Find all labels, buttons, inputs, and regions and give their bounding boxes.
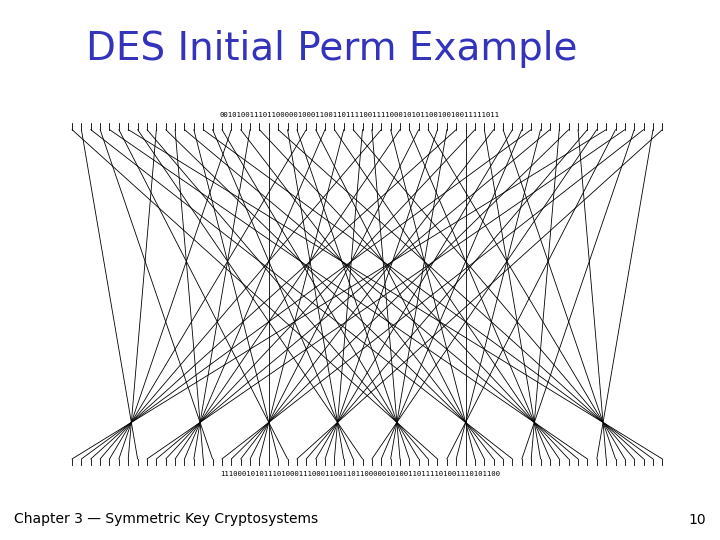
Text: 10: 10: [688, 512, 706, 526]
Text: 1110001010111010001110001100110110000010100110111101001110101100: 1110001010111010001110001100110110000010…: [220, 471, 500, 477]
Text: DES Initial Perm Example: DES Initial Perm Example: [86, 30, 578, 68]
Text: 0010100111011000001000110011011110011110001010110010010011111011: 0010100111011000001000110011011110011110…: [220, 112, 500, 118]
Text: Chapter 3 — Symmetric Key Cryptosystems: Chapter 3 — Symmetric Key Cryptosystems: [14, 512, 318, 526]
